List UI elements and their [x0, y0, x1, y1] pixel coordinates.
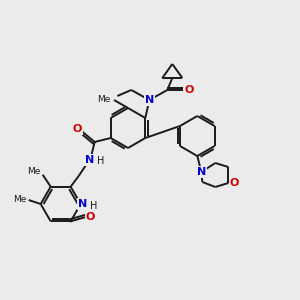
Text: Me: Me	[27, 167, 41, 176]
Text: O: O	[73, 124, 82, 134]
Text: O: O	[184, 85, 194, 95]
Text: H: H	[90, 201, 97, 211]
Text: N: N	[85, 155, 94, 165]
Text: N: N	[78, 199, 87, 209]
Text: N: N	[145, 95, 154, 105]
Text: O: O	[86, 212, 95, 222]
Text: H: H	[97, 156, 104, 166]
Text: Me: Me	[98, 94, 111, 103]
Text: Me: Me	[13, 194, 27, 203]
Text: N: N	[197, 167, 206, 177]
Text: O: O	[230, 178, 239, 188]
